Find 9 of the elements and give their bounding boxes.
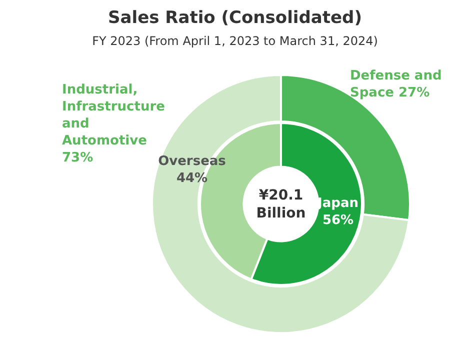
slice-label: Overseas [158,154,226,169]
text: ¥20.1 Billion [256,188,306,222]
data-label: 73% [62,150,94,166]
slice-label: Industrial, Infrastructure and Automotive [62,82,166,148]
data-label: 56% [322,212,354,228]
data-label: 44% [176,170,208,186]
chart-subtitle: FY 2023 (From April 1, 2023 to March 31, 2024) [91,34,379,48]
chart-title: Sales Ratio (Consolidated) [107,8,363,28]
slice-label: Defense and Space 27% [350,68,442,100]
